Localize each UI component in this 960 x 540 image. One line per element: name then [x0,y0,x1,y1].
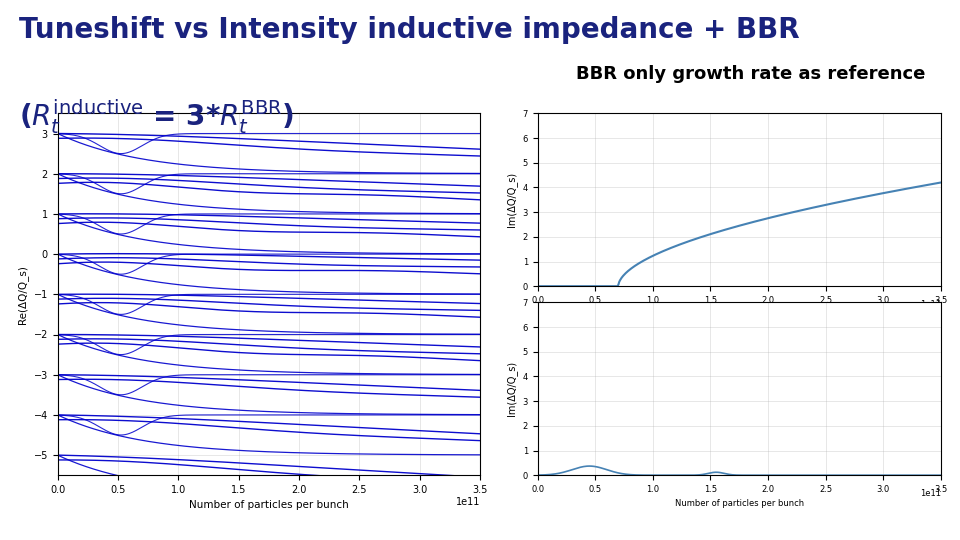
X-axis label: Number of part icles per bunch: Number of part icles per bunch [673,310,805,320]
Text: 1e11: 1e11 [920,489,941,498]
Y-axis label: Im(ΔQ/Q_s): Im(ΔQ/Q_s) [506,361,516,416]
X-axis label: Number of particles per bunch: Number of particles per bunch [675,500,804,509]
Y-axis label: Re(ΔQ/Q_s): Re(ΔQ/Q_s) [17,265,28,324]
Text: Sébastien Joly, Elias Métral | Suppression of the SPS TMCI
with a large inductiv: Sébastien Joly, Elias Métral | Suppressi… [387,504,669,527]
Text: 1e11: 1e11 [920,300,941,309]
X-axis label: Number of particles per bunch: Number of particles per bunch [189,501,348,510]
Text: 27/12/2021: 27/12/2021 [237,511,300,521]
Text: Tuneshift vs Intensity inductive impedance + BBR: Tuneshift vs Intensity inductive impedan… [19,16,800,44]
Text: BBR only growth rate as reference: BBR only growth rate as reference [576,65,925,83]
Text: 15: 15 [912,509,931,523]
Y-axis label: Im(ΔQ/Q_s): Im(ΔQ/Q_s) [506,172,516,227]
Text: CERN: CERN [36,511,60,520]
Text: ($R_t^{\mathrm{inductive}}$ = 3*$R_t^{\mathrm{BBR}}$): ($R_t^{\mathrm{inductive}}$ = 3*$R_t^{\m… [19,97,295,136]
Text: 1e11: 1e11 [456,497,480,507]
